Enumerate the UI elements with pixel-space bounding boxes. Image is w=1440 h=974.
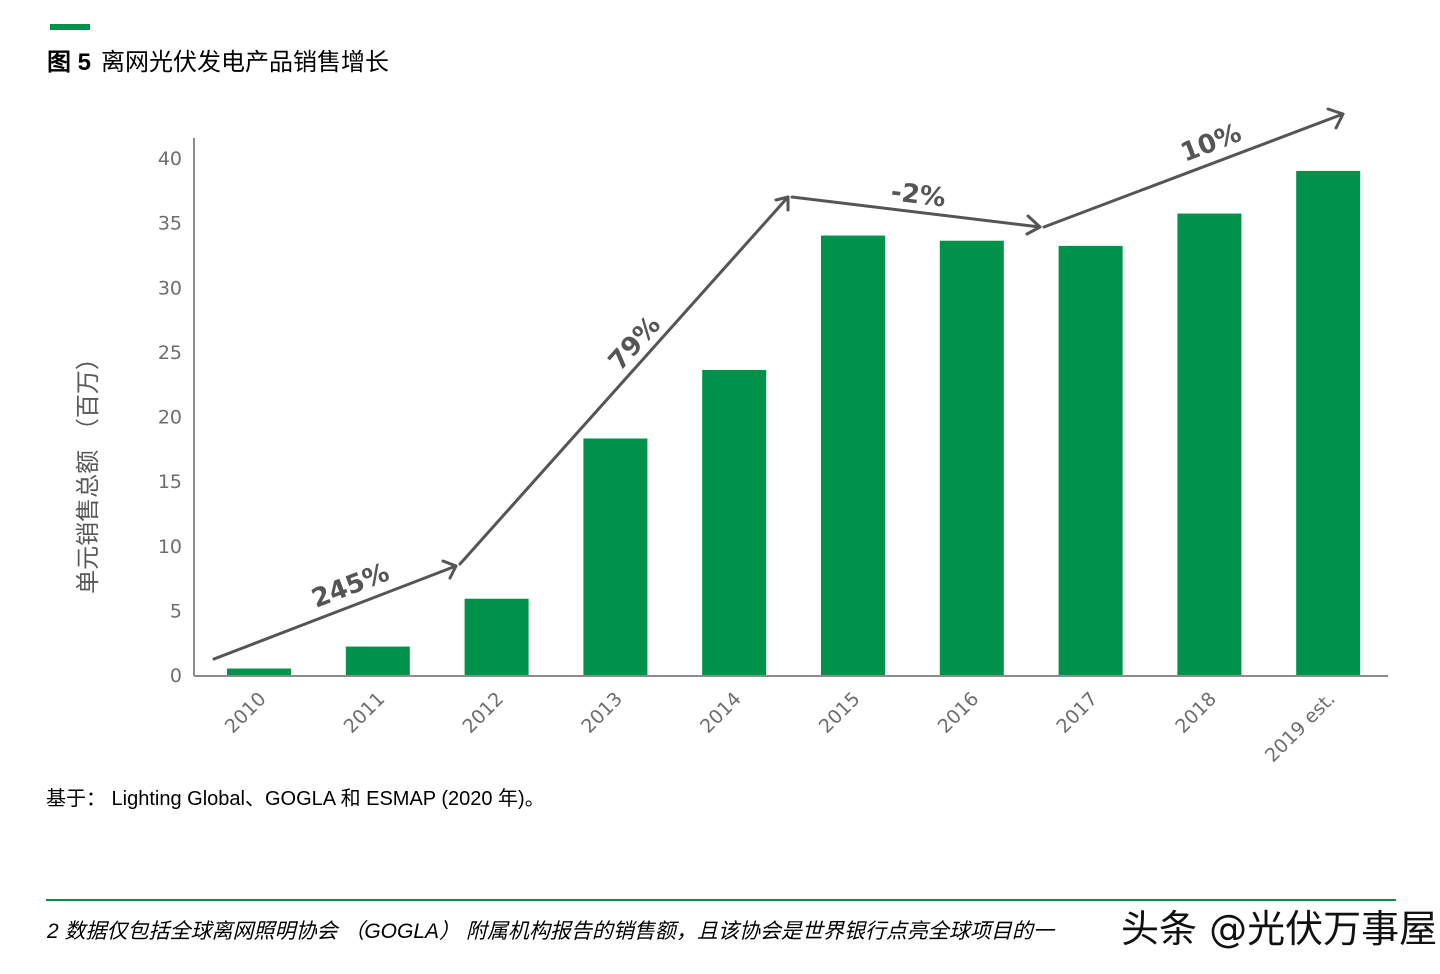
x-tick-label: 2012 (458, 688, 508, 738)
y-axis-ticks: 0 5 10 15 20 25 30 35 40 (158, 148, 182, 687)
arrow-10-head (1326, 107, 1345, 130)
y-tick-label: 5 (170, 600, 182, 622)
figure-title-text: 离网光伏发电产品销售增长 (101, 49, 390, 76)
bar-2019est (1296, 170, 1361, 676)
y-tick-label: 10 (158, 536, 182, 558)
bar-2018 (1177, 213, 1242, 675)
growth-arrows (212, 107, 1345, 661)
bar-2012 (464, 598, 529, 675)
y-tick-label: 0 (170, 665, 182, 687)
arrow-79-line (458, 195, 790, 566)
footnote: 2 数据仅包括全球离网照明协会 （GOGLA） 附属机构报告的销售额，且该协会是… (47, 920, 1054, 943)
annotation-10: 10% (1177, 118, 1246, 168)
arrow-245-head (441, 559, 458, 580)
bar-2017 (1058, 245, 1123, 675)
x-tick-label: 2018 (1171, 688, 1221, 738)
x-tick-label: 2013 (577, 688, 627, 738)
watermark: 头条 @光伏万事屋 (1115, 906, 1440, 952)
footer-divider (46, 899, 1396, 901)
bar-2013 (583, 438, 648, 675)
arrow-neg2-head (1025, 214, 1042, 236)
bar-2016 (939, 240, 1004, 675)
x-tick-label: 2017 (1052, 688, 1102, 738)
bar-2010 (227, 668, 291, 675)
x-tick-label: 2014 (696, 688, 746, 738)
bar-2011 (345, 646, 410, 675)
x-tick-label: 2010 (221, 688, 271, 738)
y-tick-label: 20 (158, 407, 182, 429)
y-tick-label: 35 (158, 213, 182, 235)
figure-number: 图 5 (47, 49, 92, 76)
y-tick-label: 40 (158, 148, 182, 170)
y-tick-label: 15 (158, 471, 182, 493)
y-axis-label: 单元销售总额 （百万） (74, 346, 102, 594)
x-tick-label: 2019 est. (1261, 688, 1340, 767)
x-axis-labels: 2010 2011 2012 2013 2014 2015 2016 2017 2018 2019… (221, 688, 1340, 767)
x-tick-label: 2015 (815, 688, 865, 738)
figure-title: 图 5 离网光伏发电产品销售增长 (47, 47, 389, 79)
bars (227, 170, 1361, 676)
arrow-neg2-line (790, 195, 1042, 229)
x-tick-label: 2016 (934, 688, 984, 738)
arrow-79-head (774, 195, 790, 212)
x-tick-label: 2011 (340, 688, 390, 738)
y-tick-label: 25 (158, 342, 182, 364)
bar-2015 (821, 235, 885, 676)
y-tick-label: 30 (158, 277, 182, 299)
annotation-neg2: -2% (889, 177, 947, 213)
arrow-10-line (1042, 112, 1345, 229)
figure-accent-bar (50, 24, 90, 30)
arrow-245-line (212, 564, 458, 661)
bar-2014 (702, 369, 767, 675)
source-note: 基于： Lighting Global、GOGLA 和 ESMAP (2020 … (46, 788, 545, 810)
